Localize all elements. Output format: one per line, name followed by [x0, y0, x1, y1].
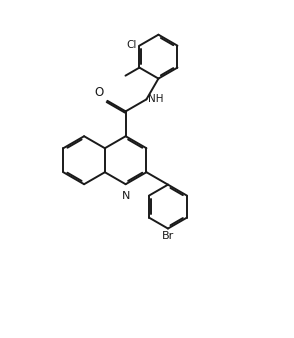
Text: N: N: [121, 191, 130, 201]
Text: O: O: [95, 86, 104, 99]
Text: NH: NH: [148, 94, 163, 104]
Text: Cl: Cl: [127, 40, 137, 50]
Text: Br: Br: [162, 231, 174, 241]
